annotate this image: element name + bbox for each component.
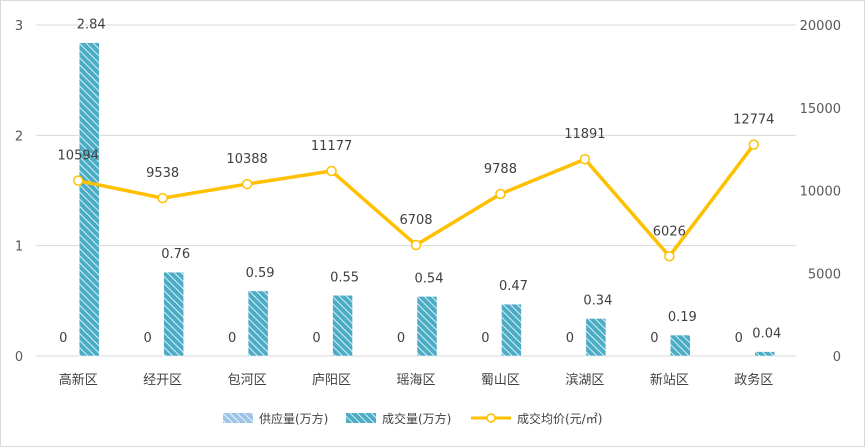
deal-bar	[501, 303, 522, 357]
price-point	[664, 251, 675, 262]
price-point	[748, 139, 760, 150]
deal-value-label: 0.47	[499, 279, 528, 294]
y-right-tick-label: 10000	[800, 185, 841, 200]
x-axis: 高新区 经开区 包河区 庐阳区 瑶海区 蜀山区 滨湖区 新站区 政务区	[59, 372, 774, 388]
line-series: 10594 9538 10388 11177 6708 9788 11891 6026 1277…	[58, 113, 774, 262]
category-label: 政务区	[734, 372, 773, 388]
deal-bar	[754, 351, 776, 357]
y-left-tick-label: 0	[15, 350, 23, 365]
price-value-label: 11891	[564, 127, 605, 142]
deal-value-label: 2.84	[77, 18, 106, 33]
legend-supply-label: 供应量(万方)	[259, 411, 328, 426]
price-value-label: 9538	[146, 166, 179, 181]
deal-bar	[247, 290, 269, 357]
price-point	[495, 188, 506, 200]
deal-bar	[416, 296, 438, 357]
legend-price-swatch-marker	[486, 413, 496, 423]
legend-supply-swatch	[223, 413, 253, 423]
price-value-label: 12774	[733, 113, 774, 128]
price-point	[72, 175, 84, 186]
price-value-label: 6708	[399, 213, 432, 228]
category-label: 新站区	[650, 372, 689, 388]
y-right-tick-label: 0	[833, 350, 841, 365]
deal-bar	[585, 318, 607, 357]
supply-value-label: 0	[228, 331, 236, 346]
price-value-label: 10388	[226, 152, 267, 167]
legend-deal-swatch	[346, 413, 376, 423]
deal-value-label: 0.59	[246, 266, 275, 281]
y-right-tick-label: 20000	[800, 19, 841, 34]
y-right-tick-label: 5000	[808, 267, 841, 282]
price-value-label: 10594	[58, 149, 99, 164]
supply-value-label: 0	[397, 331, 405, 346]
supply-value-label: 0	[144, 331, 152, 346]
supply-value-label: 0	[59, 331, 67, 346]
price-point	[410, 239, 422, 251]
supply-value-label: 0	[735, 331, 743, 346]
category-label: 高新区	[59, 372, 98, 388]
price-point	[157, 192, 168, 204]
y-left-tick-label: 2	[15, 129, 23, 144]
bar-series: 0 2.84 0 0.76 0 0.59 0 0.55 0 0.54 0 0.47 0 0.34 0 0.19…	[59, 18, 781, 357]
deal-value-label: 0.76	[161, 247, 190, 262]
y-left-tick-label: 1	[15, 240, 23, 255]
deal-bar	[670, 334, 691, 357]
category-label: 瑶海区	[396, 373, 435, 388]
y-left-tick-label: 3	[15, 19, 23, 34]
legend-price-label: 成交均价(元/㎡)	[517, 411, 602, 426]
deal-value-label: 0.19	[668, 310, 697, 325]
price-point	[326, 165, 337, 177]
legend: 供应量(万方) 成交量(万方) 成交均价(元/㎡)	[223, 411, 602, 426]
y-axis-right: 0 5000 10000 15000 20000	[800, 19, 841, 365]
price-value-label: 6026	[653, 224, 686, 239]
supply-value-label: 0	[650, 331, 658, 346]
supply-value-label: 0	[566, 331, 574, 346]
supply-value-label: 0	[312, 331, 320, 346]
category-label: 滨湖区	[565, 372, 604, 388]
supply-value-label: 0	[481, 331, 489, 346]
price-point	[241, 178, 253, 190]
category-label: 经开区	[143, 373, 182, 388]
y-axis-left: 0 1 2 3	[15, 19, 23, 365]
category-label: 蜀山区	[481, 373, 520, 388]
deal-bar	[332, 295, 353, 357]
deal-value-label: 0.34	[583, 293, 612, 308]
price-line	[77, 143, 756, 259]
deal-bar	[78, 42, 100, 357]
price-value-label: 11177	[311, 139, 352, 154]
price-value-label: 9788	[484, 162, 517, 177]
deal-value-label: 0.04	[752, 327, 781, 342]
deal-value-label: 0.55	[330, 270, 359, 285]
price-point	[579, 153, 591, 165]
category-label: 包河区	[228, 373, 267, 388]
legend-deal-label: 成交量(万方)	[382, 411, 451, 426]
gridlines	[36, 24, 796, 357]
deal-bar	[163, 271, 184, 357]
y-right-tick-label: 15000	[800, 102, 841, 117]
category-label: 庐阳区	[312, 373, 351, 388]
deal-value-label: 0.54	[415, 271, 444, 286]
